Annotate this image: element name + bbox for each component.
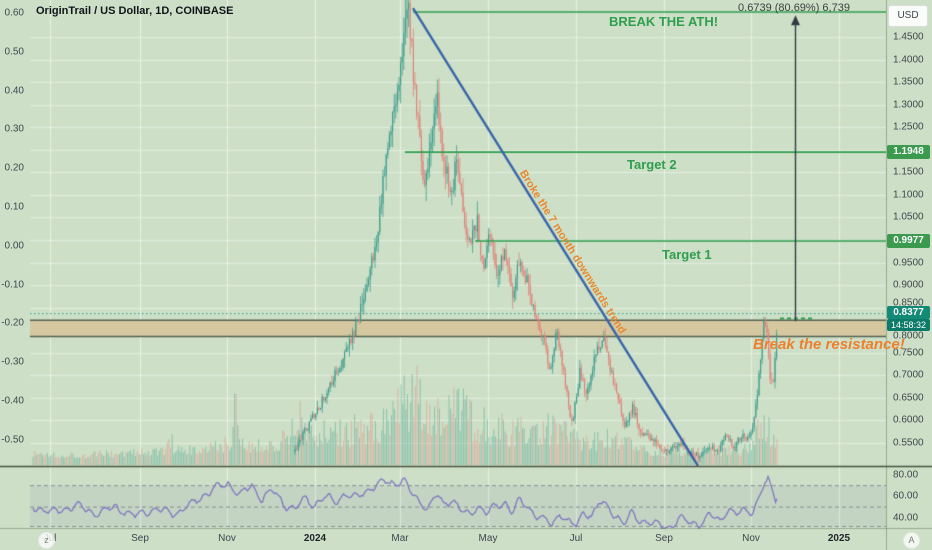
measure-tool-label[interactable]: 0.6739 (80.69%) 6,739 bbox=[738, 2, 850, 14]
auto-scale-button[interactable]: A bbox=[903, 532, 920, 549]
right-price-axis[interactable] bbox=[886, 0, 932, 466]
currency-usd-button[interactable]: USD bbox=[888, 5, 928, 27]
left-price-axis[interactable] bbox=[0, 0, 28, 466]
bar-countdown-timer: 14:58:32 bbox=[887, 319, 930, 331]
rsi-axis[interactable] bbox=[886, 466, 932, 528]
target1-annotation[interactable]: Target 1 bbox=[662, 247, 712, 262]
time-axis[interactable] bbox=[0, 528, 932, 550]
break-ath-annotation[interactable]: BREAK THE ATH! bbox=[609, 14, 719, 29]
resistance-note-annotation[interactable]: Break the resistance! bbox=[753, 336, 905, 353]
timezone-button[interactable]: z bbox=[38, 532, 55, 549]
last-price-badge: 0.8377 bbox=[887, 306, 930, 319]
target1-price-badge: 0.9977 bbox=[887, 234, 930, 248]
target2-annotation[interactable]: Target 2 bbox=[627, 157, 677, 172]
target2-price-badge: 1.1948 bbox=[887, 145, 930, 159]
symbol-legend[interactable]: OriginTrail / US Dollar, 1D, COINBASE bbox=[36, 5, 234, 17]
